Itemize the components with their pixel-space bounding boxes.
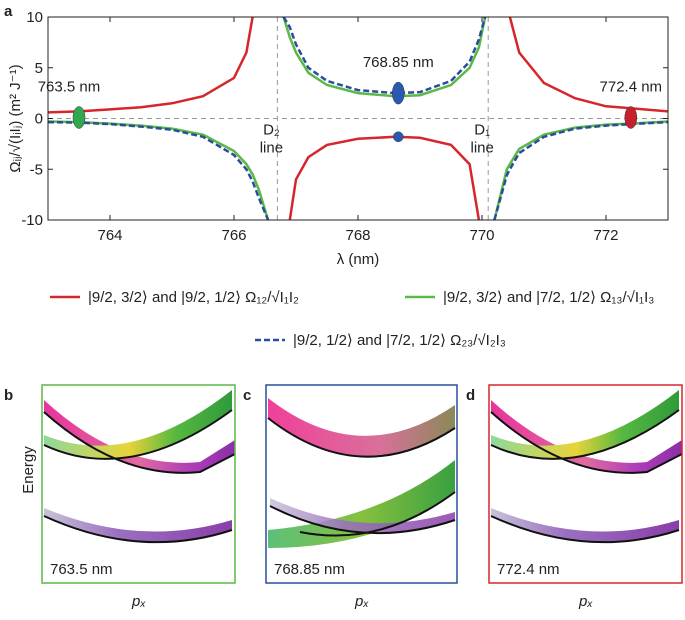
panel-y-label: Energy xyxy=(20,446,37,494)
x-tick-label: 764 xyxy=(97,227,122,244)
x-tick-label: 772 xyxy=(593,227,618,244)
panel-label: 768.85 nm xyxy=(274,561,345,578)
panel-border xyxy=(488,384,683,584)
band-schematics xyxy=(43,390,683,548)
x-tick-label: 766 xyxy=(221,227,246,244)
resonance-label: D₂ xyxy=(263,122,280,139)
series-line xyxy=(48,17,668,220)
y-tick-label: 10 xyxy=(26,9,43,26)
plot-frame xyxy=(47,16,669,221)
legend-label: |9/2, 3/2⟩ and |9/2, 1/2⟩ Ω₁₂/√I₁I₂ xyxy=(88,289,299,306)
marker xyxy=(624,106,638,129)
panel-border xyxy=(41,384,236,584)
marker xyxy=(72,106,86,129)
panel-x-label: pₓ xyxy=(354,593,369,610)
panel-letter: b xyxy=(4,387,13,404)
band xyxy=(491,400,682,473)
marker-label: 763.5 nm xyxy=(38,78,101,95)
band-edge xyxy=(43,409,236,544)
x-axis-label: λ (nm) xyxy=(337,251,380,268)
y-axis-label: Ωᵢⱼ/√(IᵢIⱼ) (m² J⁻¹) xyxy=(7,64,24,172)
band xyxy=(491,508,679,543)
y-tick-label: 0 xyxy=(35,111,43,128)
panel-label: 763.5 nm xyxy=(50,561,113,578)
x-tick-label: 770 xyxy=(469,227,494,244)
panel-letter: d xyxy=(466,387,475,404)
band-edge xyxy=(267,417,456,537)
y-tick-label: 5 xyxy=(35,60,43,77)
plot-lines xyxy=(48,17,668,220)
band xyxy=(44,508,232,543)
marker xyxy=(392,81,405,105)
marker xyxy=(393,131,404,143)
panel-letter: a xyxy=(4,3,13,20)
y-tick-label: -5 xyxy=(30,161,43,178)
resonance-label: line xyxy=(260,140,283,157)
resonance-label: line xyxy=(471,140,494,157)
resonance-label: D₁ xyxy=(474,122,490,139)
panel-x-label: pₓ xyxy=(578,593,593,610)
band xyxy=(268,398,455,457)
band-edge xyxy=(490,409,683,544)
band xyxy=(44,400,235,473)
x-tick-label: 768 xyxy=(345,227,370,244)
legend-label: |9/2, 1/2⟩ and |7/2, 1/2⟩ Ω₂₃/√I₂I₃ xyxy=(293,332,506,349)
legend-label: |9/2, 3/2⟩ and |7/2, 1/2⟩ Ω₁₃/√I₁I₃ xyxy=(443,289,654,306)
panel-c-bands xyxy=(267,398,456,548)
panel-b-bands xyxy=(43,390,236,544)
panel-letter: c xyxy=(243,387,251,404)
marker-label: 768.85 nm xyxy=(363,54,434,71)
panel-x-label: pₓ xyxy=(131,593,146,610)
band xyxy=(268,460,455,548)
panel-border xyxy=(265,384,458,584)
y-tick-label: -10 xyxy=(21,212,43,229)
panel-d-bands xyxy=(490,390,683,544)
panel-label: 772.4 nm xyxy=(497,561,560,578)
marker-label: 772.4 nm xyxy=(600,78,663,95)
